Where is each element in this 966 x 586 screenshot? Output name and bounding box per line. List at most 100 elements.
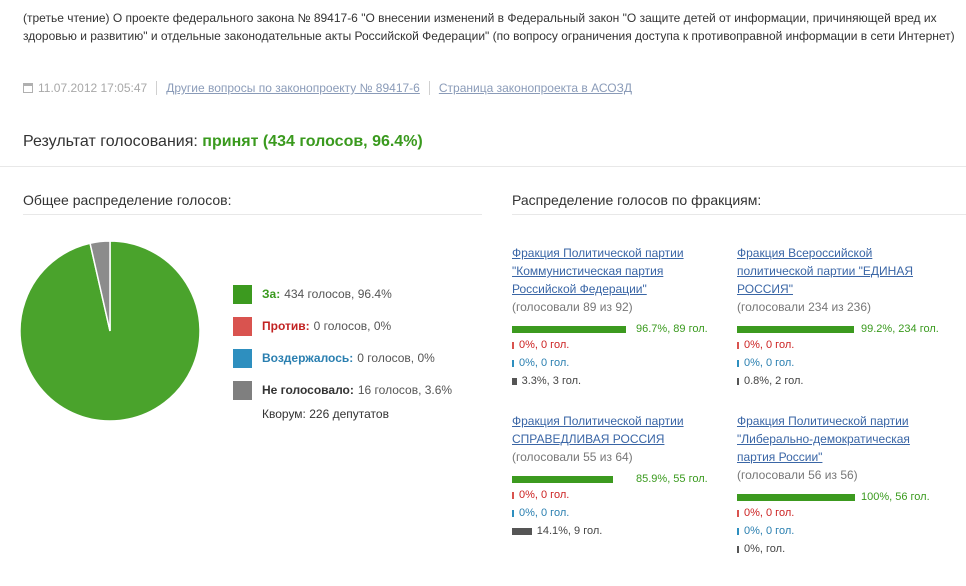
against-marker (512, 491, 514, 499)
faction-link[interactable]: Фракция Политической партии СПРАВЕДЛИВАЯ… (512, 414, 684, 446)
vote-result: Результат голосования: принят (434 голос… (23, 133, 423, 151)
absent-marker (512, 377, 517, 385)
faction-against-row: 0%, 0 гол. (512, 486, 717, 504)
legend-item-for: За: 434 голосов, 96.4% (233, 278, 452, 310)
faction-absent-row: 0.8%, 2 гол. (737, 372, 942, 390)
pie-slice-Не голосовало (89, 240, 111, 332)
faction-block: Фракция Политической партии СПРАВЕДЛИВАЯ… (512, 412, 717, 540)
faction-absent-row: 0%, гол. (737, 540, 942, 558)
faction-block: Фракция Политической партии "Коммунистич… (512, 244, 717, 390)
against-marker (512, 341, 514, 349)
bill-title: (третье чтение) О проекте федерального з… (23, 11, 955, 43)
faction-absent-row: 14.1%, 9 гол. (512, 522, 717, 540)
for-value: 100%, 56 гол. (861, 491, 930, 503)
result-label: Результат голосования: (23, 133, 198, 150)
faction-for-bar: 85.9%, 55 гол. (512, 472, 717, 486)
legend-value: 434 голосов, 96.4% (284, 287, 392, 301)
meta-divider (428, 81, 430, 95)
faction-for-bar: 99.2%, 234 гол. (737, 322, 942, 336)
for-bar-fill (737, 493, 855, 501)
faction-block: Фракция Всероссийской политической парти… (737, 244, 942, 390)
result-value: принят (434 голосов, 96.4%) (202, 133, 423, 150)
abstain-marker (737, 359, 739, 367)
against-marker (737, 509, 739, 517)
for-bar-track (737, 493, 855, 501)
legend-label: Против: (262, 319, 310, 333)
legend-label: Воздержалось: (262, 351, 354, 365)
overall-heading: Общее распределение голосов: (23, 192, 232, 208)
faction-voted: (голосовали 234 из 236) (737, 300, 872, 314)
asozd-page-link[interactable]: Страница законопроекта в АСОЗД (438, 81, 632, 95)
abstain-value: 0%, 0 гол. (744, 525, 795, 537)
absent-value: 14.1%, 9 гол. (536, 525, 603, 537)
bill-meta: 11.07.2012 17:05:47 Другие вопросы по за… (23, 81, 632, 95)
vote-pie-chart (19, 240, 201, 422)
against-value: 0%, 0 гол. (519, 339, 570, 351)
faction-against-row: 0%, 0 гол. (737, 336, 942, 354)
faction-block: Фракция Политической партии "Либерально-… (737, 412, 942, 558)
faction-abstain-row: 0%, 0 гол. (512, 504, 717, 522)
legend-swatch (233, 348, 252, 368)
against-value: 0%, 0 гол. (744, 507, 795, 519)
legend-item-absent: Не голосовало: 16 голосов, 3.6% (233, 374, 452, 406)
legend-item-abstain: Воздержалось: 0 голосов, 0% (233, 342, 452, 374)
for-bar-track (737, 325, 855, 333)
faction-abstain-row: 0%, 0 гол. (737, 354, 942, 372)
absent-value: 0%, гол. (744, 543, 786, 555)
legend-item-against: Против: 0 голосов, 0% (233, 310, 452, 342)
faction-for-bar: 100%, 56 гол. (737, 490, 942, 504)
faction-absent-row: 3.3%, 3 гол. (512, 372, 717, 390)
for-bar-track (512, 325, 630, 333)
quorum: Кворум: 226 депутатов (262, 407, 389, 421)
calendar-icon (23, 83, 33, 93)
absent-marker (737, 377, 739, 385)
legend-label: Не голосовало: (262, 383, 354, 397)
faction-against-row: 0%, 0 гол. (512, 336, 717, 354)
faction-voted: (голосовали 56 из 56) (737, 468, 858, 482)
legend-value: 0 голосов, 0% (313, 319, 392, 333)
for-bar-track (512, 475, 630, 483)
other-questions-link[interactable]: Другие вопросы по законопроекту № 89417-… (166, 81, 420, 95)
faction-abstain-row: 0%, 0 гол. (737, 522, 942, 540)
against-value: 0%, 0 гол. (744, 339, 795, 351)
legend-swatch (233, 380, 252, 400)
faction-voted: (голосовали 89 из 92) (512, 300, 633, 314)
legend-value: 0 голосов, 0% (357, 351, 435, 365)
faction-link[interactable]: Фракция Политической партии "Либерально-… (737, 414, 910, 464)
divider (23, 214, 482, 215)
abstain-marker (512, 359, 514, 367)
abstain-value: 0%, 0 гол. (744, 357, 795, 369)
legend-value: 16 голосов, 3.6% (357, 383, 453, 397)
abstain-marker (512, 509, 514, 517)
pie-legend: За: 434 голосов, 96.4% Против: 0 голосов… (233, 278, 452, 406)
absent-marker (737, 545, 739, 553)
for-value: 99.2%, 234 гол. (861, 323, 939, 335)
faction-against-row: 0%, 0 гол. (737, 504, 942, 522)
absent-value: 3.3%, 3 гол. (521, 375, 582, 387)
faction-link[interactable]: Фракция Всероссийской политической парти… (737, 246, 914, 296)
abstain-marker (737, 527, 739, 535)
absent-value: 0.8%, 2 гол. (744, 375, 804, 387)
for-bar-fill (512, 325, 627, 333)
for-value: 85.9%, 55 гол. (636, 473, 708, 485)
meta-divider (156, 81, 158, 95)
abstain-value: 0%, 0 гол. (519, 357, 570, 369)
faction-abstain-row: 0%, 0 гол. (512, 354, 717, 372)
divider (0, 166, 966, 167)
faction-for-bar: 96.7%, 89 гол. (512, 322, 717, 336)
faction-link[interactable]: Фракция Политической партии "Коммунистич… (512, 246, 684, 296)
legend-swatch (233, 316, 252, 336)
abstain-value: 0%, 0 гол. (519, 507, 570, 519)
against-value: 0%, 0 гол. (519, 489, 570, 501)
factions-heading: Распределение голосов по фракциям: (512, 192, 762, 208)
absent-marker (512, 527, 532, 535)
for-bar-fill (737, 325, 855, 333)
for-value: 96.7%, 89 гол. (636, 323, 708, 335)
vote-datetime: 11.07.2012 17:05:47 (38, 81, 148, 95)
against-marker (737, 341, 739, 349)
for-bar-fill (512, 475, 614, 483)
legend-label: За: (262, 287, 281, 301)
legend-swatch (233, 284, 252, 304)
divider (512, 214, 966, 215)
faction-voted: (голосовали 55 из 64) (512, 450, 633, 464)
